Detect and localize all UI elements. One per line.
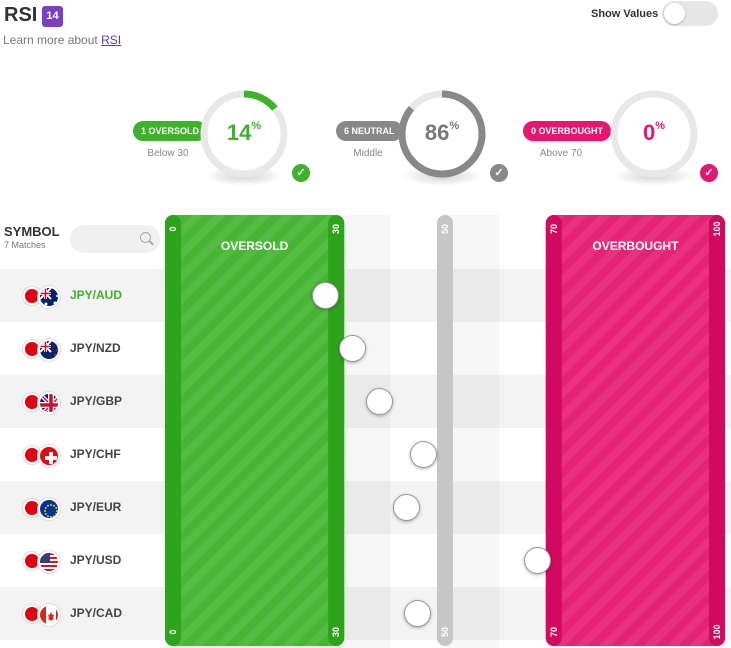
ch-flag-icon bbox=[38, 445, 60, 467]
table-row[interactable]: JPY/EUR bbox=[0, 481, 731, 534]
oversold-gauge: 14% bbox=[196, 86, 292, 186]
pair-label[interactable]: JPY/AUD bbox=[70, 288, 123, 302]
oversold-sub: Below 30 bbox=[147, 148, 189, 159]
oversold-zone-label: OVERSOLD bbox=[221, 239, 289, 253]
show-values-toggle[interactable] bbox=[662, 1, 718, 26]
oversold-percent: 14% bbox=[226, 120, 262, 145]
nz-flag-icon bbox=[38, 339, 60, 361]
rsi-dot-jpy-chf[interactable] bbox=[409, 441, 437, 468]
pair-label[interactable]: JPY/NZD bbox=[70, 341, 121, 355]
table-row[interactable]: JPY/CAD bbox=[0, 587, 731, 640]
au-flag-icon bbox=[38, 286, 60, 308]
jp-flag-icon bbox=[22, 604, 42, 624]
oversold-count-pill: 1 OVERSOLD bbox=[133, 121, 208, 141]
eu-flag-icon bbox=[38, 498, 60, 520]
page-title: RSI bbox=[4, 4, 38, 26]
us-flag-icon bbox=[38, 551, 60, 573]
match-count: 7 Matches bbox=[4, 240, 46, 250]
oversold-check-icon: ✓ bbox=[292, 164, 310, 182]
overbought-check-icon: ✓ bbox=[700, 164, 718, 182]
overbought-gauge: 0% bbox=[606, 86, 702, 186]
rsi-link[interactable]: RSI bbox=[101, 33, 122, 47]
jp-flag-icon bbox=[22, 286, 42, 306]
neutral-sub: Middle bbox=[353, 148, 383, 159]
overbought-sub: Above 70 bbox=[539, 148, 583, 159]
learn-more-prefix: Learn more about bbox=[3, 33, 98, 47]
jp-flag-icon bbox=[22, 339, 42, 359]
table-row[interactable]: JPY/CHF bbox=[0, 428, 731, 481]
overbought-percent: 0% bbox=[642, 120, 666, 145]
jp-flag-icon bbox=[22, 551, 42, 571]
rsi-dot-jpy-eur[interactable] bbox=[393, 494, 421, 521]
tick-label-top-0: 0 bbox=[168, 226, 178, 231]
period-badge: 14 bbox=[42, 6, 63, 27]
symbol-column-header[interactable]: SYMBOL bbox=[4, 224, 60, 239]
toggle-knob bbox=[664, 3, 685, 24]
neutral-count-pill: 6 NEUTRAL bbox=[336, 121, 403, 141]
pair-label[interactable]: JPY/EUR bbox=[70, 500, 122, 514]
tick-label-top-30: 30 bbox=[331, 224, 341, 234]
table-row[interactable]: JPY/AUD bbox=[0, 269, 731, 322]
pair-label[interactable]: JPY/CAD bbox=[70, 606, 123, 620]
rsi-dot-jpy-usd[interactable] bbox=[523, 547, 551, 574]
neutral-gauge: 86% bbox=[394, 86, 490, 186]
rsi-dot-jpy-cad[interactable] bbox=[404, 600, 432, 627]
tick-label-top-100: 100 bbox=[712, 221, 722, 236]
neutral-percent: 86% bbox=[424, 120, 460, 145]
show-values-label: Show Values bbox=[591, 8, 659, 20]
jp-flag-icon bbox=[22, 392, 42, 412]
table-row[interactable]: JPY/USD bbox=[0, 534, 731, 587]
learn-more-text: Learn more about RSI bbox=[3, 33, 121, 47]
tick-label-top-50: 50 bbox=[440, 224, 450, 234]
tick-label-top-70: 70 bbox=[549, 224, 559, 234]
pair-label[interactable]: JPY/CHF bbox=[70, 447, 121, 461]
rsi-dot-jpy-aud[interactable] bbox=[311, 282, 339, 309]
neutral-check-icon: ✓ bbox=[490, 164, 508, 182]
search-icon bbox=[140, 232, 151, 243]
rsi-dot-jpy-nzd[interactable] bbox=[339, 335, 367, 362]
gb-flag-icon bbox=[38, 392, 60, 414]
pair-label[interactable]: JPY/USD bbox=[70, 553, 122, 567]
pair-label[interactable]: JPY/GBP bbox=[70, 394, 123, 408]
overbought-count-pill: 0 OVERBOUGHT bbox=[523, 121, 612, 141]
rsi-dot-jpy-gbp[interactable] bbox=[366, 388, 394, 415]
symbol-search-input[interactable] bbox=[70, 225, 160, 253]
ca-flag-icon bbox=[38, 604, 60, 626]
overbought-zone-label: OVERBOUGHT bbox=[592, 239, 679, 253]
